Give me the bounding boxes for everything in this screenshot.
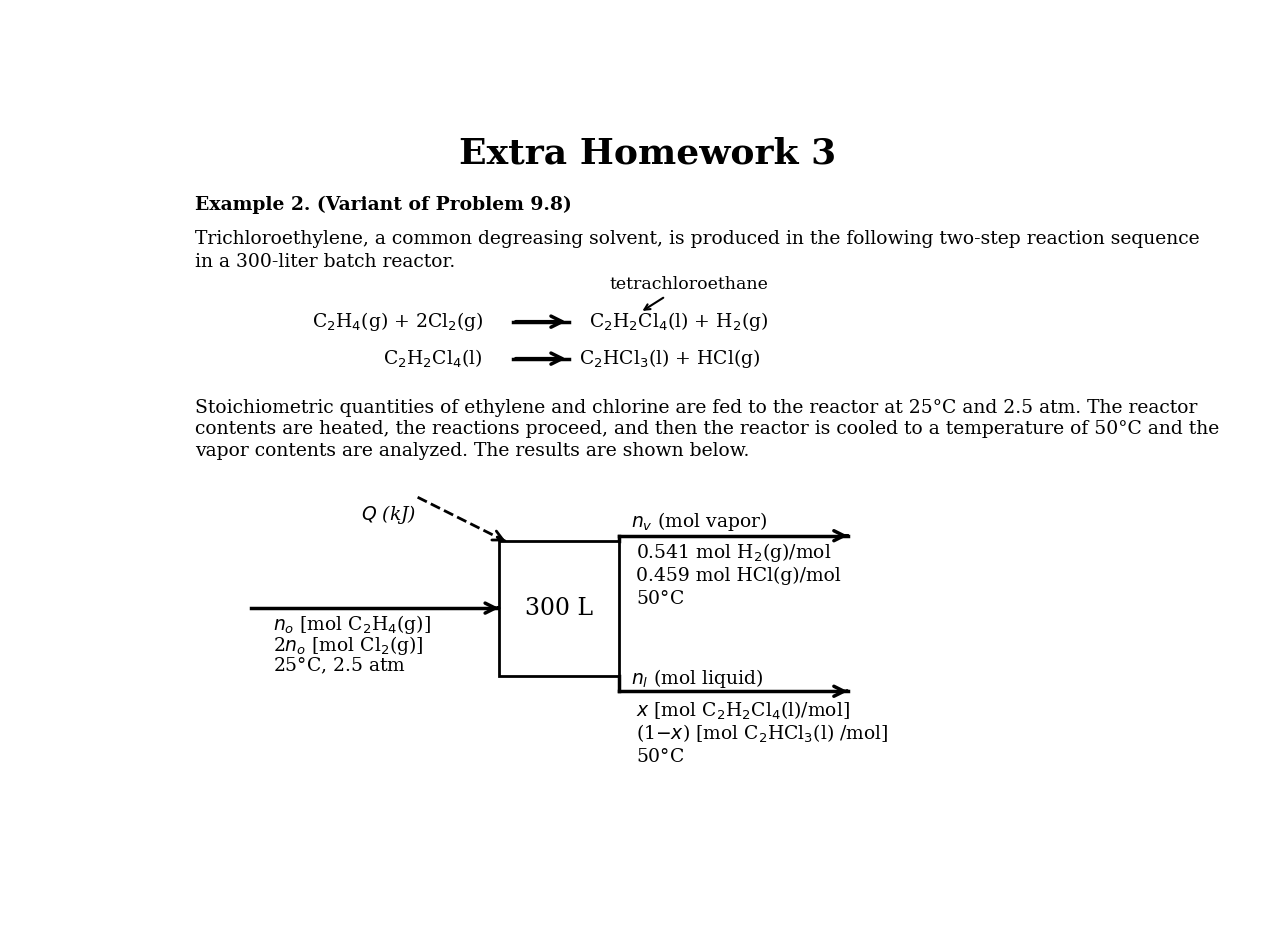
- Text: $n_l$ (mol liquid): $n_l$ (mol liquid): [631, 666, 763, 690]
- Text: C$_2$H$_4$(g) + 2Cl$_2$(g): C$_2$H$_4$(g) + 2Cl$_2$(g): [312, 310, 484, 333]
- Text: vapor contents are analyzed. The results are shown below.: vapor contents are analyzed. The results…: [195, 442, 750, 460]
- Bar: [499, 541, 619, 676]
- Text: 2$n_o$ [mol Cl$_2$(g)]: 2$n_o$ [mol Cl$_2$(g)]: [273, 633, 423, 657]
- Text: Example 2. (Variant of Problem 9.8): Example 2. (Variant of Problem 9.8): [195, 195, 571, 213]
- Text: $x$ [mol C$_2$H$_2$Cl$_4$(l)/mol]: $x$ [mol C$_2$H$_2$Cl$_4$(l)/mol]: [636, 700, 851, 721]
- Text: $n_v$ (mol vapor): $n_v$ (mol vapor): [631, 510, 767, 534]
- Text: $Q$ (kJ): $Q$ (kJ): [362, 502, 417, 525]
- Text: C$_2$H$_2$Cl$_4$(l): C$_2$H$_2$Cl$_4$(l): [383, 348, 483, 370]
- Text: C$_2$HCl$_3$(l) + HCl(g): C$_2$HCl$_3$(l) + HCl(g): [579, 347, 760, 370]
- Text: 0.459 mol HCl(g)/mol: 0.459 mol HCl(g)/mol: [636, 567, 841, 585]
- Text: contents are heated, the reactions proceed, and then the reactor is cooled to a : contents are heated, the reactions proce…: [195, 421, 1220, 439]
- Text: (1$-x$) [mol C$_2$HCl$_3$(l) /mol]: (1$-x$) [mol C$_2$HCl$_3$(l) /mol]: [636, 722, 889, 745]
- Text: in a 300-liter batch reactor.: in a 300-liter batch reactor.: [195, 252, 455, 270]
- Text: 25$\degree$C, 2.5 atm: 25$\degree$C, 2.5 atm: [273, 656, 406, 676]
- Text: $n_o$ [mol C$_2$H$_4$(g)]: $n_o$ [mol C$_2$H$_4$(g)]: [273, 612, 431, 636]
- Text: 50$\degree$C: 50$\degree$C: [636, 748, 685, 766]
- Text: tetrachloroethane: tetrachloroethane: [609, 276, 769, 293]
- Text: C$_2$H$_2$Cl$_4$(l) + H$_2$(g): C$_2$H$_2$Cl$_4$(l) + H$_2$(g): [589, 310, 769, 333]
- Text: Trichloroethylene, a common degreasing solvent, is produced in the following two: Trichloroethylene, a common degreasing s…: [195, 229, 1200, 247]
- Text: 0.541 mol H$_2$(g)/mol: 0.541 mol H$_2$(g)/mol: [636, 541, 832, 564]
- Text: 50$\degree$C: 50$\degree$C: [636, 590, 685, 608]
- Text: Stoichiometric quantities of ethylene and chlorine are fed to the reactor at 25°: Stoichiometric quantities of ethylene an…: [195, 399, 1197, 417]
- Text: Extra Homework 3: Extra Homework 3: [459, 137, 837, 171]
- Text: 300 L: 300 L: [525, 597, 593, 620]
